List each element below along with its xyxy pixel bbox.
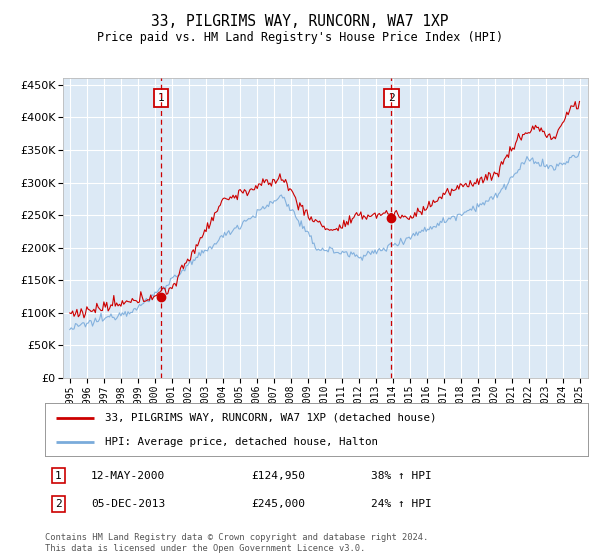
- Text: 1: 1: [157, 93, 164, 103]
- Text: 2: 2: [55, 499, 62, 509]
- Text: 05-DEC-2013: 05-DEC-2013: [91, 499, 166, 509]
- Text: 33, PILGRIMS WAY, RUNCORN, WA7 1XP: 33, PILGRIMS WAY, RUNCORN, WA7 1XP: [151, 14, 449, 29]
- Text: 2: 2: [388, 93, 395, 103]
- Text: £124,950: £124,950: [251, 470, 305, 480]
- Text: HPI: Average price, detached house, Halton: HPI: Average price, detached house, Halt…: [105, 437, 378, 447]
- Text: 1: 1: [55, 470, 62, 480]
- Text: Price paid vs. HM Land Registry's House Price Index (HPI): Price paid vs. HM Land Registry's House …: [97, 31, 503, 44]
- Text: 12-MAY-2000: 12-MAY-2000: [91, 470, 166, 480]
- Text: 38% ↑ HPI: 38% ↑ HPI: [371, 470, 431, 480]
- Text: 24% ↑ HPI: 24% ↑ HPI: [371, 499, 431, 509]
- Text: 33, PILGRIMS WAY, RUNCORN, WA7 1XP (detached house): 33, PILGRIMS WAY, RUNCORN, WA7 1XP (deta…: [105, 413, 436, 423]
- Text: £245,000: £245,000: [251, 499, 305, 509]
- Text: Contains HM Land Registry data © Crown copyright and database right 2024.
This d: Contains HM Land Registry data © Crown c…: [45, 533, 428, 553]
